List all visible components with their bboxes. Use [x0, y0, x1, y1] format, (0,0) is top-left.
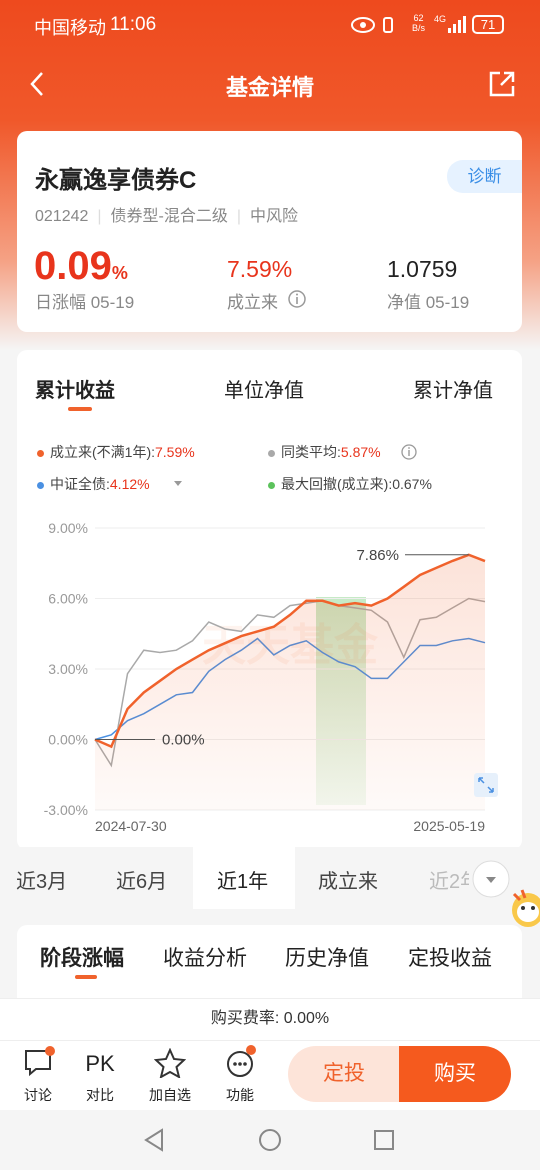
period[interactable]: 近1年	[217, 871, 269, 893]
toolbar-label[interactable]: 对比	[86, 1087, 114, 1103]
nav-recent[interactable]	[374, 1130, 394, 1150]
section-card	[17, 925, 522, 1000]
more-periods[interactable]	[470, 858, 512, 900]
y-tick-label: 3.00%	[48, 661, 88, 677]
legend-name: 最大回撤(成立来):	[281, 476, 393, 492]
share-button[interactable]	[488, 70, 516, 98]
x-tick-label: 2025-05-19	[413, 818, 485, 834]
y-tick-label: 0.00%	[48, 732, 88, 748]
line	[94, 553, 486, 749]
carrier: 中国移动	[34, 18, 106, 38]
function-icon[interactable]	[224, 1044, 260, 1078]
metric-label: 净值 05-19	[387, 293, 470, 312]
buy-button[interactable]: 购买	[399, 1046, 511, 1102]
section-tab[interactable]: 收益分析	[163, 947, 247, 970]
auto-invest-button[interactable]: 定投	[288, 1046, 400, 1102]
daily-change-unit: %	[111, 263, 128, 283]
legend-item: 成立来(不满1年):7.59%	[37, 442, 195, 462]
legend-name: 同类平均:	[281, 444, 341, 460]
x-tick-label: 2024-07-30	[95, 818, 167, 834]
period[interactable]: 成立来	[318, 871, 378, 893]
dropdown-caret[interactable]	[172, 478, 184, 488]
legend-dot	[268, 481, 275, 489]
tab-indicator	[75, 975, 97, 979]
status-icons	[351, 16, 466, 33]
net-speed-value: 62	[413, 13, 424, 23]
tab-indicator	[68, 407, 92, 411]
diagnose-button[interactable]: 诊断	[447, 160, 522, 193]
legend-item: 中证全债:4.12%	[37, 474, 150, 494]
legend-item: 同类平均:5.87%	[268, 442, 381, 462]
daily-change-value: 0.09	[34, 244, 112, 288]
area	[95, 554, 485, 810]
chart: 9.00% 6.00% 3.00% 0.00% -3.00% 2024-07-30 2025…	[44, 520, 498, 834]
legend-value: 4.12%	[109, 476, 150, 492]
section-tab[interactable]: 历史净值	[285, 947, 369, 970]
metric-label: 日涨幅 05-19	[35, 293, 135, 312]
info-icon[interactable]	[287, 289, 307, 309]
page-title: 基金详情	[225, 75, 314, 100]
daily-change: 0.09%	[34, 244, 128, 289]
watchlist-icon[interactable]	[154, 1048, 186, 1078]
legend-value: 7.59%	[155, 444, 195, 460]
battery: 71	[472, 15, 504, 34]
toolbar-label[interactable]: 加自选	[149, 1087, 191, 1103]
fund-category: 债券型-混合二级	[110, 208, 228, 225]
net-speed-unit: B/s	[412, 23, 426, 33]
net-speed: 62 B/s	[412, 13, 425, 33]
fund-info: 021242 | 债券型-混合二级 | 中风险	[35, 208, 299, 225]
fund-risk: 中风险	[250, 208, 299, 225]
period[interactable]: 近6月	[116, 871, 168, 893]
legend-value: 0.67%	[392, 476, 432, 492]
fund-card	[17, 131, 522, 332]
info-icon[interactable]	[400, 443, 418, 461]
y-tick-label: 9.00%	[48, 520, 88, 536]
section-tab[interactable]: 定投收益	[408, 947, 492, 970]
back-button[interactable]	[26, 70, 50, 98]
nav-home[interactable]	[259, 1129, 281, 1151]
nav-bar	[0, 1110, 540, 1170]
fund-name: 永赢逸享债券C	[35, 167, 197, 194]
y-tick-label: -3.00%	[44, 802, 88, 818]
legend-item: 最大回撤(成立来):0.67%	[268, 474, 432, 494]
legend-dot	[268, 449, 275, 457]
time: 11:06	[110, 14, 157, 35]
fee-rate: 购买费率: 0.00%	[0, 998, 540, 1040]
legend-dot	[37, 481, 44, 489]
toolbar-label[interactable]: 功能	[226, 1087, 254, 1103]
legend-name: 成立来(不满1年):	[50, 444, 155, 460]
legend-name: 中证全债:	[50, 476, 110, 492]
mascot[interactable]	[508, 884, 540, 932]
toolbar-label[interactable]: 讨论	[24, 1087, 52, 1103]
metric-label: 成立来	[227, 293, 278, 312]
toolbar-icon[interactable]: PK	[85, 1051, 115, 1076]
annotation-label: 7.86%	[356, 547, 399, 564]
since-inception-return: 7.59%	[227, 256, 293, 282]
zoom-button[interactable]	[474, 773, 498, 797]
y-tick-label: 6.00%	[48, 591, 88, 607]
chart-tab[interactable]: 累计收益	[35, 380, 115, 402]
period-selected	[193, 847, 295, 909]
period[interactable]: 近2年	[429, 871, 469, 893]
nav-back[interactable]	[144, 1128, 163, 1152]
legend-dot	[37, 449, 44, 457]
nav-value: 1.0759	[387, 256, 458, 282]
legend-value: 5.87%	[340, 444, 381, 460]
fund-code: 021242	[35, 208, 89, 225]
section-tab[interactable]: 阶段涨幅	[40, 947, 124, 970]
zoom-icon	[478, 777, 494, 793]
chart-tab[interactable]: 单位净值	[224, 380, 304, 402]
network: 4G	[434, 14, 447, 24]
period[interactable]: 近3月	[16, 871, 68, 893]
discuss-icon[interactable]	[22, 1046, 58, 1078]
chart-tab[interactable]: 累计净值	[413, 380, 493, 402]
annotation-label: 0.00%	[162, 732, 205, 749]
